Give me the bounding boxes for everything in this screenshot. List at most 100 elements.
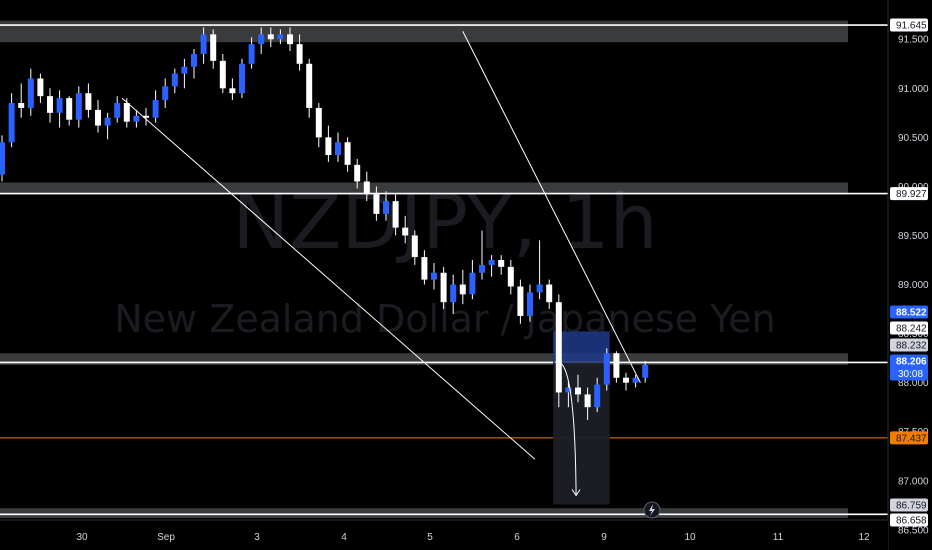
candle-body-64	[613, 353, 620, 378]
time-tick-2: 3	[254, 532, 260, 543]
lightning-icon-glyph	[649, 504, 655, 516]
candle-body-58	[555, 302, 562, 393]
candle-body-24	[229, 88, 236, 94]
candle-body-2	[18, 103, 25, 108]
price-axis[interactable]: 91.50091.00090.50090.00089.50089.00088.5…	[887, 0, 932, 550]
candle-body-29	[277, 34, 284, 40]
candle-body-44	[421, 257, 428, 280]
candle-body-63	[603, 353, 610, 385]
candle-body-19	[181, 66, 188, 74]
candle-body-12	[114, 103, 121, 118]
candle-body-31	[296, 44, 303, 64]
candle-body-21	[200, 34, 207, 54]
candle-body-60	[575, 387, 581, 395]
price-tick-10: 86.500	[898, 525, 929, 536]
price-tag-bg-5	[890, 354, 928, 381]
price-tag-bg-4	[890, 338, 928, 352]
price-tick-0: 91.500	[898, 35, 929, 46]
candle-body-27	[258, 34, 265, 45]
candle-body-43	[411, 235, 418, 258]
candle-body-38	[363, 181, 370, 195]
candle-body-3	[27, 78, 34, 108]
candle-body-15	[143, 115, 149, 118]
price-tag-label-6: 87.437	[896, 433, 927, 444]
candle-body-17	[162, 86, 169, 101]
time-axis[interactable]: 30 Sep 3 4 5 6 9 10 11 12	[0, 519, 888, 550]
candle-body-67	[642, 364, 649, 378]
candle-body-28	[267, 34, 274, 40]
price-tick-5: 89.000	[898, 280, 929, 291]
replay-badge[interactable]	[643, 501, 661, 519]
candle-body-46	[440, 272, 447, 303]
time-tick-7: 10	[684, 532, 696, 543]
time-tick-3: 4	[341, 532, 347, 543]
channel-lower-line[interactable]	[121, 97, 536, 460]
candle-body-34	[325, 137, 332, 156]
price-tag-bg-6	[890, 431, 928, 445]
candle-body-57	[546, 284, 553, 303]
price-tag-label-4: 88.232	[896, 341, 927, 352]
price-tag-label-5: 88.206	[896, 357, 927, 368]
candle-body-4	[37, 78, 44, 97]
watermark-symbol: NZDJPY, 1h	[232, 177, 657, 266]
price-tick-2: 90.500	[898, 133, 929, 144]
price-tag-bg-2	[890, 305, 928, 319]
price-tag-label-3: 88.242	[896, 324, 927, 335]
drawing-layer[interactable]	[121, 31, 641, 497]
price-tag-bg-7	[890, 498, 928, 512]
candle-body-14	[133, 115, 140, 122]
candle-body-42	[402, 227, 409, 236]
candle-body-10	[95, 109, 101, 126]
candle-body-30	[287, 34, 293, 45]
candle-body-61	[584, 394, 591, 408]
candle-body-53	[507, 266, 514, 287]
candle-body-40	[383, 201, 389, 214]
projection-arrow-path[interactable]	[554, 361, 577, 496]
price-tag-label-1: 89.927	[896, 189, 927, 200]
price-tick-1: 91.000	[898, 84, 929, 95]
candle-body-49	[469, 272, 476, 295]
candle-body-32	[306, 63, 313, 108]
price-axis-bg	[888, 0, 932, 550]
price-tag-label-0: 91.645	[896, 21, 927, 32]
candle-body-51	[488, 260, 495, 265]
position-tool[interactable]	[553, 331, 610, 505]
price-tag-bg-1	[890, 187, 928, 201]
time-tick-9: 12	[858, 532, 870, 543]
candle-body-39	[373, 194, 380, 214]
channel-upper-line[interactable]	[462, 31, 641, 383]
candle-body-35	[335, 142, 341, 156]
time-tick-4: 5	[427, 532, 433, 543]
candle-body-1	[8, 103, 15, 143]
candle-body-36	[344, 142, 351, 165]
candle-body-52	[498, 260, 505, 267]
time-tick-0: 30	[76, 532, 88, 543]
price-tag-label-7: 86.759	[896, 501, 927, 512]
candle-body-37	[354, 164, 361, 182]
candle-body-54	[517, 286, 524, 316]
price-tick-6: 88.500	[898, 329, 929, 340]
price-tag-bg-3	[890, 321, 928, 335]
price-tags: 91.645 89.927 88.522 88.242 88.232 88.20630:0…	[890, 18, 928, 527]
candle-body-20	[191, 53, 197, 67]
position-target-zone[interactable]	[553, 362, 610, 505]
candle-body-48	[459, 284, 466, 295]
candle-body-50	[479, 264, 485, 273]
time-tick-5: 6	[514, 532, 520, 543]
candle-body-59	[565, 387, 572, 393]
candle-body-13	[123, 103, 130, 122]
price-tag-bg-8	[890, 513, 928, 527]
candle-body-55	[527, 292, 533, 316]
candle-body-56	[536, 284, 543, 293]
candle-body-0	[0, 142, 5, 175]
candle-body-16	[152, 100, 159, 118]
time-tick-6: 9	[601, 532, 607, 543]
zone-3	[0, 508, 848, 519]
price-tag-countdown: 30:08	[898, 369, 923, 380]
position-stop-zone[interactable]	[553, 331, 610, 363]
price-tag-bg-0	[890, 18, 928, 32]
candle-body-66	[632, 377, 639, 383]
projection-arrow-head	[571, 489, 581, 497]
